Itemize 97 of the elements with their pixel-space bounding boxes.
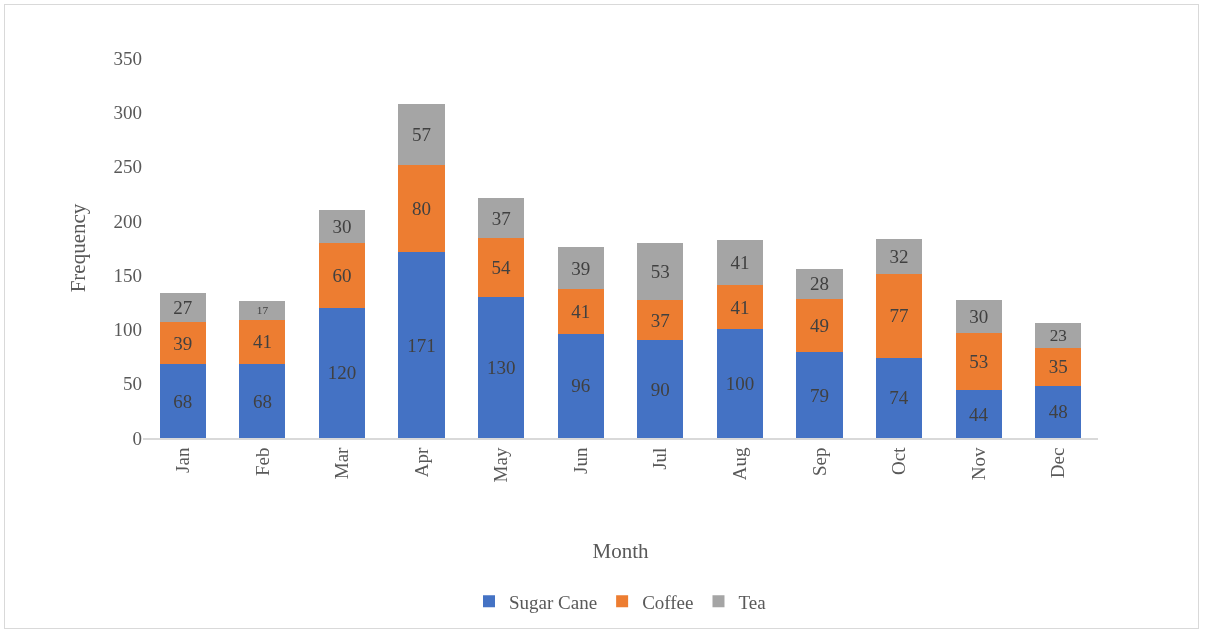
bar: [955, 390, 1002, 438]
x-axis-title: Month: [592, 539, 649, 564]
data-label: 53: [650, 260, 670, 282]
x-tick-label: Sep: [808, 447, 830, 477]
data-label: 37: [491, 207, 511, 229]
bar: [159, 321, 206, 365]
bar: [716, 329, 763, 438]
data-label: 53: [969, 350, 989, 372]
data-label: 120: [327, 362, 357, 384]
bar: [239, 364, 286, 438]
legend-label: Coffee: [642, 591, 694, 613]
x-tick-label: Jun: [569, 447, 591, 475]
data-label: 44: [968, 403, 989, 425]
data-label: 30: [332, 215, 352, 237]
data-label: 74: [889, 387, 909, 409]
legend-label: Tea: [738, 591, 767, 613]
data-label: 41: [571, 301, 591, 323]
data-label: 68: [173, 390, 193, 412]
bar: [875, 357, 923, 438]
bar: [716, 284, 763, 330]
bar: [796, 268, 843, 300]
data-label: 60: [332, 264, 352, 286]
data-label: 48: [1048, 401, 1068, 423]
y-tick-label: 200: [113, 210, 142, 232]
x-tick-label: Dec: [1047, 447, 1069, 479]
data-label: 39: [173, 332, 193, 354]
x-tick-label: Nov: [967, 447, 989, 481]
y-tick-label: 100: [113, 319, 142, 341]
bar: [1035, 347, 1082, 386]
data-label: 68: [252, 390, 272, 412]
data-label: 41: [252, 331, 272, 353]
data-label: 96: [571, 375, 591, 397]
bar: [875, 239, 923, 275]
data-label: 130: [486, 356, 516, 378]
bar: [318, 210, 366, 243]
bar: [955, 300, 1002, 333]
data-label: 28: [809, 273, 829, 295]
bar: [557, 246, 604, 290]
data-label: 17: [256, 304, 269, 317]
data-label: 57: [412, 124, 432, 146]
bar: [875, 274, 923, 358]
x-tick-label: May: [490, 447, 512, 483]
y-tick-label: 0: [132, 427, 142, 449]
bar: [637, 340, 684, 438]
bar: [716, 240, 763, 285]
data-label: 49: [809, 315, 829, 337]
bar: [239, 319, 286, 365]
y-tick-label: 50: [123, 373, 142, 395]
bar: [1035, 322, 1082, 348]
bar: [239, 301, 286, 320]
data-label: 54: [491, 257, 511, 279]
y-tick-label: 350: [113, 47, 142, 69]
data-label: 32: [889, 246, 909, 268]
x-tick-label: Apr: [410, 446, 432, 478]
data-label: 23: [1049, 326, 1067, 346]
bar: [796, 352, 843, 438]
bar: [557, 333, 604, 438]
bar: [796, 299, 843, 353]
legend-label: Sugar Cane: [509, 591, 598, 613]
data-label: 39: [571, 257, 591, 279]
x-tick-label: Oct: [888, 446, 910, 476]
data-label: 35: [1048, 356, 1068, 378]
data-label: 37: [650, 309, 670, 331]
bar: [1035, 385, 1082, 438]
bar: [159, 364, 206, 438]
data-label: 100: [725, 373, 755, 395]
bar: [478, 296, 525, 438]
bar: [318, 242, 366, 308]
x-tick-label: Mar: [331, 446, 353, 480]
y-axis-title: Frequency: [65, 203, 90, 293]
y-tick-label: 150: [113, 264, 142, 286]
x-tick-label: Jan: [171, 447, 193, 473]
bar: [398, 103, 445, 166]
data-label: 90: [650, 378, 670, 400]
bar: [398, 252, 445, 438]
x-tick-label: Jul: [649, 447, 671, 470]
data-label: 27: [173, 296, 193, 318]
bar: [478, 238, 525, 297]
y-tick-label: 300: [113, 101, 142, 123]
bar: [478, 198, 525, 239]
y-tick-label: 250: [113, 156, 142, 178]
data-label: 30: [969, 305, 989, 327]
data-label: 41: [730, 252, 750, 274]
bar: [159, 292, 206, 322]
x-tick-label: Feb: [251, 447, 273, 477]
data-label: 41: [730, 296, 750, 318]
data-label: 79: [809, 384, 829, 406]
bar: [398, 165, 445, 253]
bar: [955, 332, 1002, 391]
data-label: 171: [407, 334, 436, 356]
bar: [318, 307, 366, 438]
data-label: 80: [412, 198, 432, 220]
bar: [637, 300, 684, 341]
data-label: 77: [889, 305, 909, 327]
bar: [557, 289, 604, 334]
bar: [637, 242, 684, 301]
x-tick-label: Aug: [729, 447, 751, 481]
